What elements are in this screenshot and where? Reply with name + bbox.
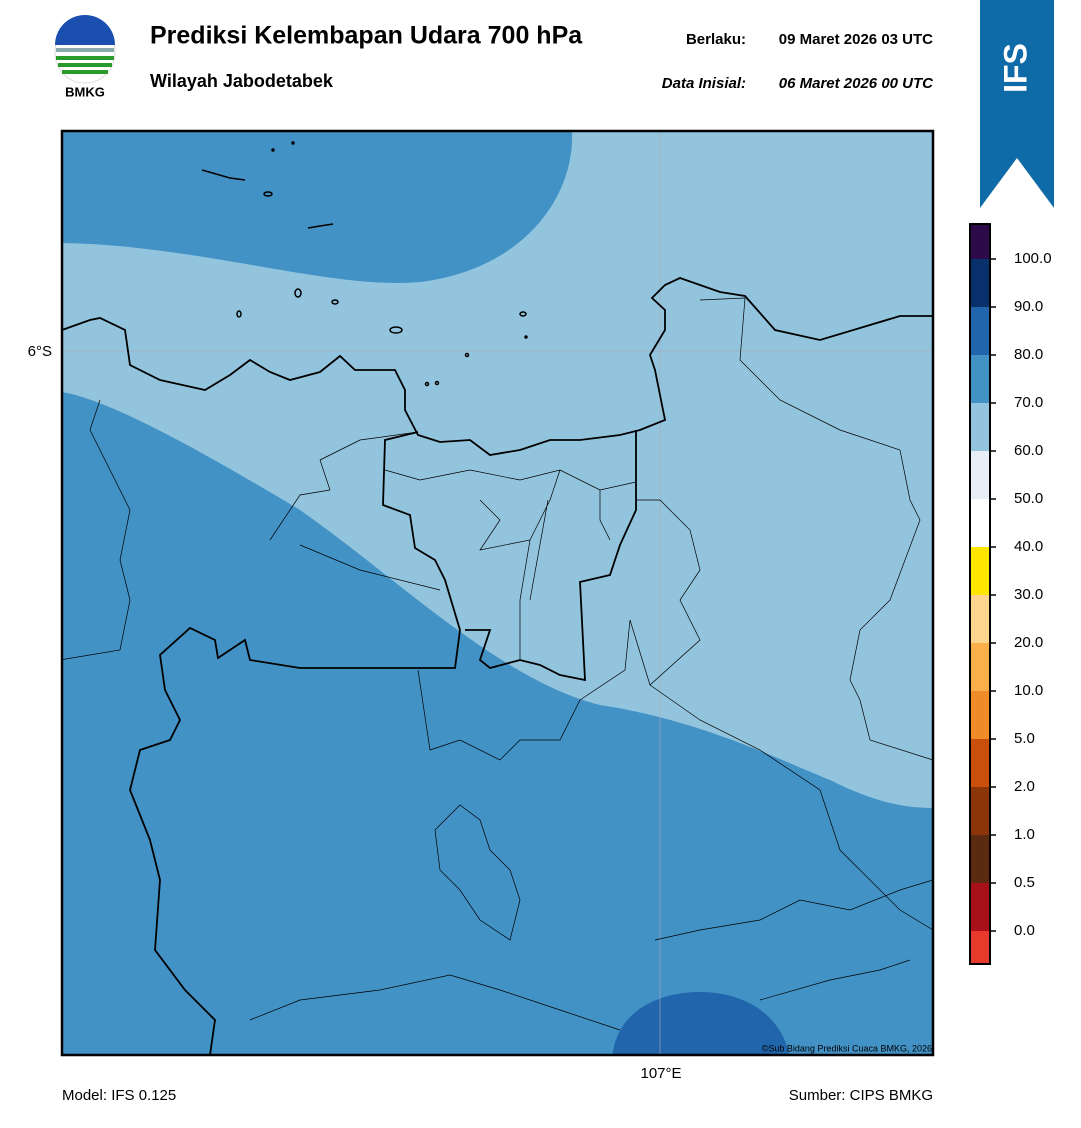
colorbar-segment: [970, 883, 990, 931]
init-time: 06 Maret 2026 00 UTC: [779, 75, 934, 92]
colorbar: 0.0 0.5 1.0 2.0 5.0 10.0 20.0 30.0 40.0 50.0 60.0 7…: [969, 223, 1052, 965]
colorbar-tick-label: 100.0: [1014, 250, 1052, 267]
colorbar-segment: [970, 691, 990, 739]
colorbar-tick-label: 10.0: [1014, 682, 1043, 699]
colorbar-segment: [970, 595, 990, 643]
colorbar-tick-label: 2.0: [1014, 778, 1035, 795]
badge: [980, 0, 1054, 208]
colorbar-frame: [969, 223, 991, 965]
lon-label: 107°E: [640, 1065, 681, 1082]
colorbar-tick-label: 80.0: [1014, 346, 1043, 363]
colorbar-tick-label: 1.0: [1014, 826, 1035, 843]
colorbar-segment: [970, 403, 990, 451]
colorbar-tick-label: 20.0: [1014, 634, 1043, 651]
valid-label: Berlaku:: [686, 31, 746, 48]
colorbar-tick-label: 5.0: [1014, 730, 1035, 747]
colorbar-tick-label: 60.0: [1014, 442, 1043, 459]
subtitle: Wilayah Jabodetabek: [150, 71, 334, 91]
init-label: Data Inisial:: [662, 75, 746, 92]
colorbar-segment: [970, 787, 990, 835]
colorbar-tick-label: 30.0: [1014, 586, 1043, 603]
colorbar-segment: [970, 547, 990, 595]
colorbar-segment: [970, 499, 990, 547]
footer-source: Sumber: CIPS BMKG: [789, 1087, 933, 1104]
colorbar-tick-label: 70.0: [1014, 394, 1043, 411]
colorbar-tick-label: 0.0: [1014, 922, 1035, 939]
lat-label: 6°S: [28, 343, 52, 360]
colorbar-tick-label: 50.0: [1014, 490, 1043, 507]
logo: BMKG: [54, 15, 116, 99]
title: Prediksi Kelembapan Udara 700 hPa: [150, 22, 583, 50]
colorbar-segment: [970, 451, 990, 499]
colorbar-tick-label: 0.5: [1014, 874, 1035, 891]
colorbar-tick-label: 90.0: [1014, 298, 1043, 315]
colorbar-tick-label: 40.0: [1014, 538, 1043, 555]
colorbar-segment: [970, 835, 990, 883]
colorbar-segment: [970, 643, 990, 691]
map-frame: [60, 129, 935, 1057]
credit: ©Sub Bidang Prediksi Cuaca BMKG, 2026: [762, 1043, 932, 1053]
footer-model: Model: IFS 0.125: [62, 1087, 176, 1104]
logo-text: BMKG: [65, 84, 105, 99]
map: [62, 131, 933, 1055]
colorbar-segment: [970, 739, 990, 787]
colorbar-segment: [970, 931, 990, 964]
colorbar-segment: [970, 259, 990, 307]
colorbar-segment: [970, 224, 990, 259]
valid-time: 09 Maret 2026 03 UTC: [779, 31, 933, 48]
colorbar-segment: [970, 355, 990, 403]
colorbar-segment: [970, 307, 990, 355]
badge-text: IFS: [997, 43, 1033, 93]
